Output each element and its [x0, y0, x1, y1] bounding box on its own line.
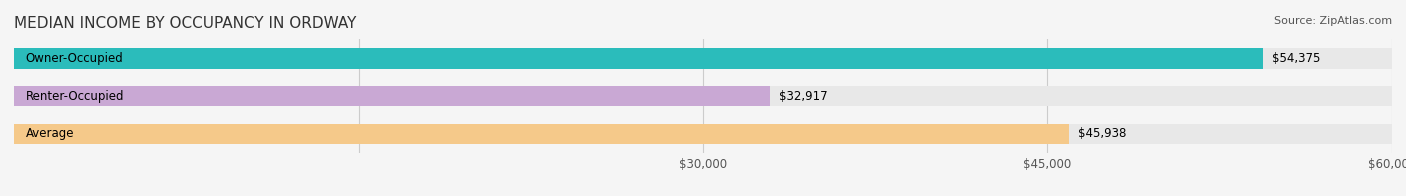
Text: $45,938: $45,938 — [1078, 127, 1126, 140]
Text: MEDIAN INCOME BY OCCUPANCY IN ORDWAY: MEDIAN INCOME BY OCCUPANCY IN ORDWAY — [14, 16, 357, 31]
Text: $32,917: $32,917 — [779, 90, 828, 103]
Text: Owner-Occupied: Owner-Occupied — [25, 52, 124, 65]
Bar — [14, 123, 1392, 144]
Bar — [14, 86, 1392, 106]
Text: $54,375: $54,375 — [1272, 52, 1320, 65]
Bar — [14, 48, 1392, 69]
Text: Average: Average — [25, 127, 75, 140]
Text: Renter-Occupied: Renter-Occupied — [25, 90, 124, 103]
Bar — [14, 123, 1069, 144]
Bar — [14, 48, 1263, 69]
Bar — [14, 86, 770, 106]
Text: Source: ZipAtlas.com: Source: ZipAtlas.com — [1274, 16, 1392, 26]
